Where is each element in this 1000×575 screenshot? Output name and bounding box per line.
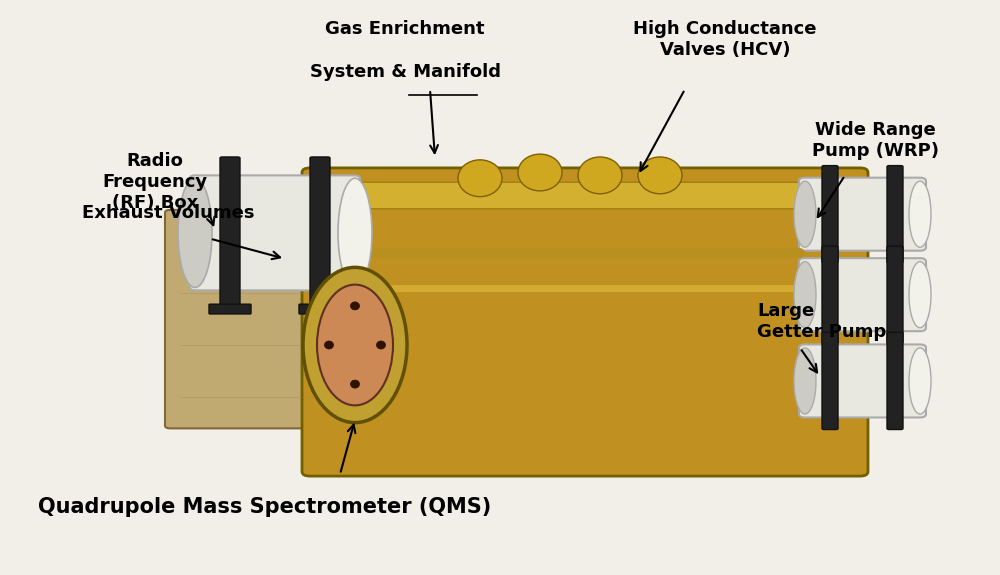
Ellipse shape <box>518 154 562 191</box>
FancyBboxPatch shape <box>327 182 843 209</box>
FancyBboxPatch shape <box>165 210 365 428</box>
FancyBboxPatch shape <box>799 344 926 417</box>
FancyBboxPatch shape <box>190 175 360 290</box>
Ellipse shape <box>178 178 212 288</box>
FancyBboxPatch shape <box>822 332 838 430</box>
Ellipse shape <box>909 348 931 414</box>
FancyBboxPatch shape <box>887 246 903 343</box>
FancyBboxPatch shape <box>887 166 903 263</box>
Text: System & Manifold: System & Manifold <box>310 63 501 81</box>
Ellipse shape <box>376 341 386 349</box>
FancyBboxPatch shape <box>302 168 868 476</box>
Text: Gas Enrichment: Gas Enrichment <box>325 20 485 38</box>
FancyBboxPatch shape <box>220 157 240 309</box>
Ellipse shape <box>794 348 816 414</box>
FancyBboxPatch shape <box>799 178 926 251</box>
Ellipse shape <box>909 262 931 328</box>
FancyBboxPatch shape <box>799 258 926 331</box>
Ellipse shape <box>578 157 622 194</box>
FancyBboxPatch shape <box>209 304 251 314</box>
FancyBboxPatch shape <box>348 355 370 381</box>
Ellipse shape <box>317 285 393 405</box>
Ellipse shape <box>794 181 816 247</box>
FancyBboxPatch shape <box>310 157 330 309</box>
Ellipse shape <box>351 302 360 310</box>
Text: Large
Getter Pump: Large Getter Pump <box>757 302 886 340</box>
Ellipse shape <box>303 267 407 423</box>
FancyBboxPatch shape <box>822 246 838 343</box>
Ellipse shape <box>909 181 931 247</box>
Text: High Conductance
Valves (HCV): High Conductance Valves (HCV) <box>633 20 817 59</box>
Ellipse shape <box>324 341 333 349</box>
Ellipse shape <box>458 160 502 197</box>
Text: Quadrupole Mass Spectrometer (QMS): Quadrupole Mass Spectrometer (QMS) <box>38 497 492 518</box>
Text: Exhaust Volumes: Exhaust Volumes <box>82 204 254 222</box>
Ellipse shape <box>338 178 372 288</box>
Text: Wide Range
Pump (WRP): Wide Range Pump (WRP) <box>812 121 938 159</box>
FancyBboxPatch shape <box>299 304 341 314</box>
Ellipse shape <box>351 380 360 388</box>
FancyBboxPatch shape <box>887 332 903 430</box>
Text: Radio
Frequency
(RF) Box: Radio Frequency (RF) Box <box>102 152 208 212</box>
Ellipse shape <box>638 157 682 194</box>
FancyBboxPatch shape <box>822 166 838 263</box>
Ellipse shape <box>794 262 816 328</box>
